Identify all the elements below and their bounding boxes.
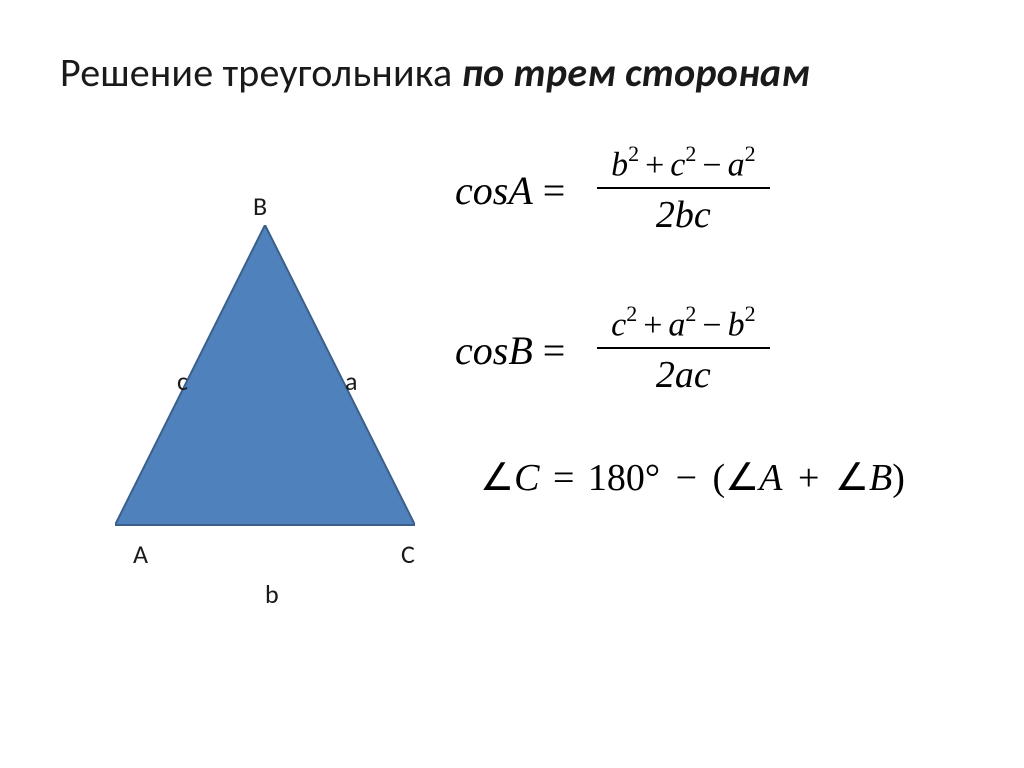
angleC-Avar: A <box>759 457 782 499</box>
angleC-open: ( <box>713 457 726 499</box>
cosB-eq: = <box>543 327 566 374</box>
angleC-close: ) <box>892 457 905 499</box>
angleC-Bsym: ∠ <box>835 457 869 499</box>
cosB-fraction: c2+a2−b2 2ac <box>573 301 793 398</box>
formulas-block: cosA = b2+c2−a2 2bc cosB = c2+a2−b2 2ac … <box>455 135 995 500</box>
vertex-B-label: B <box>253 190 267 222</box>
angleC-Asym: ∠ <box>725 457 759 499</box>
title-emphasis: по трем сторонам <box>462 48 810 97</box>
triangle-icon <box>115 225 415 565</box>
triangle-figure: B c a A C b <box>75 180 425 630</box>
angleC-lhs-var: C <box>514 457 539 499</box>
formula-cosB: cosB = c2+a2−b2 2ac <box>455 295 995 405</box>
cosB-name: cosB <box>455 327 533 374</box>
angleC-deg: 180° <box>588 457 660 499</box>
triangle-shape <box>115 225 415 525</box>
cosB-numerator: c2+a2−b2 <box>597 301 769 348</box>
angleC-eq: = <box>549 457 578 499</box>
angleC-Bvar: B <box>869 457 892 499</box>
cosA-fraction: b2+c2−a2 2bc <box>573 141 793 238</box>
title-plain: Решение треугольника <box>60 48 462 97</box>
angleC-lhs-sym: ∠ <box>480 457 514 499</box>
page-title: Решение треугольника по трем сторонам <box>60 48 960 97</box>
slide: Решение треугольника по трем сторонам B … <box>0 0 1024 768</box>
angleC-minus: − <box>670 457 703 499</box>
formula-angleC: ∠C = 180° − (∠A + ∠B) <box>455 455 995 500</box>
side-c-label: c <box>177 365 188 397</box>
side-a-label: a <box>345 365 357 397</box>
formula-cosA: cosA = b2+c2−a2 2bc <box>455 135 995 245</box>
cosA-name: cosA <box>455 167 533 214</box>
cosA-numerator: b2+c2−a2 <box>597 141 769 188</box>
angleC-plus: + <box>792 457 825 499</box>
cosB-denominator: 2ac <box>642 349 725 399</box>
cosA-eq: = <box>543 167 566 214</box>
cosA-denominator: 2bc <box>642 189 725 239</box>
side-b-label: b <box>265 578 279 610</box>
vertex-A-label: A <box>133 538 148 570</box>
vertex-C-label: C <box>401 538 415 570</box>
